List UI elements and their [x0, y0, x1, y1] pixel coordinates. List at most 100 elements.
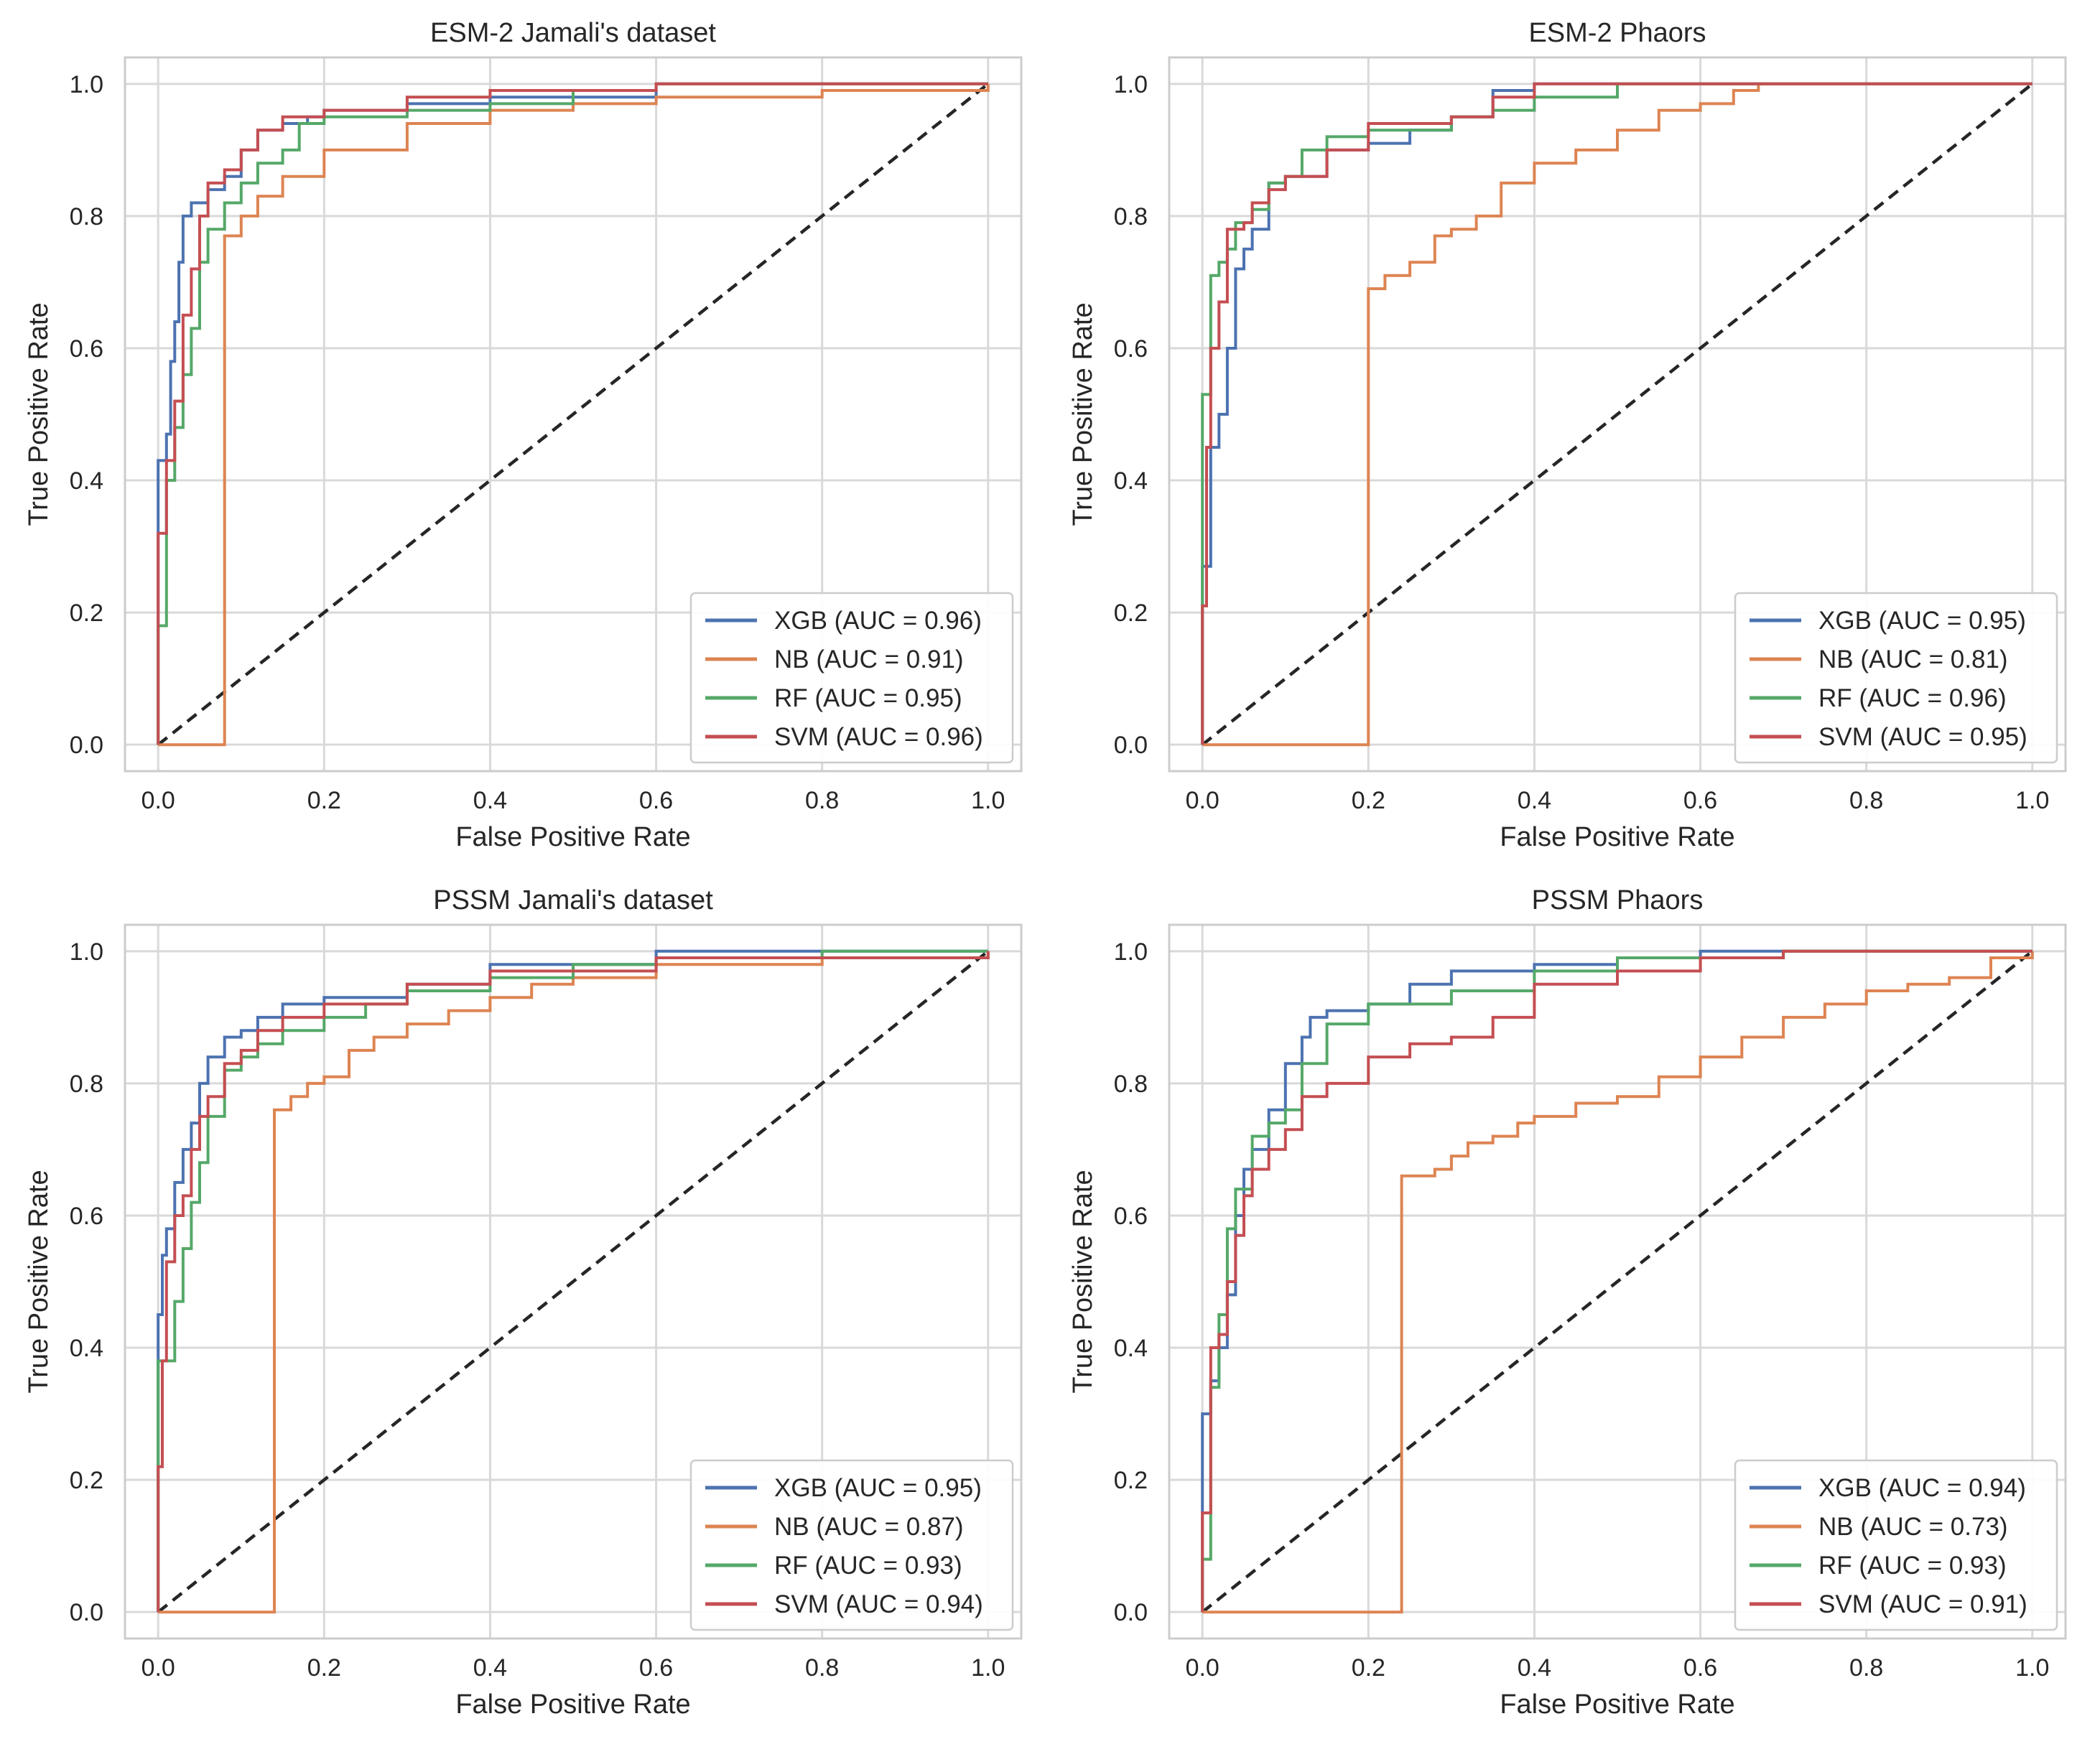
legend-entry: SVM (AUC = 0.96) — [774, 723, 983, 751]
x-tick-label: 1.0 — [971, 1654, 1005, 1682]
x-tick-label: 1.0 — [2015, 787, 2049, 814]
roc-curve-svm — [157, 82, 988, 745]
y-tick-label: 0.8 — [70, 203, 103, 230]
x-tick-label: 0.6 — [1683, 1654, 1717, 1682]
x-tick-label: 0.2 — [307, 787, 341, 814]
y-axis-label: True Positive Rate — [1068, 302, 1098, 526]
legend-box — [689, 592, 1014, 764]
y-tick-label: 0.8 — [70, 1071, 103, 1098]
x-tick-label: 0.8 — [1849, 787, 1883, 814]
y-tick-label: 1.0 — [1114, 71, 1148, 98]
x-tick-label: 0.4 — [1518, 787, 1551, 814]
plot-frame — [1168, 56, 2067, 773]
legend-entry: SVM (AUC = 0.95) — [1818, 723, 2027, 751]
x-axis-label: False Positive Rate — [1500, 822, 1734, 852]
roc-curve-nb — [1202, 951, 2034, 1614]
x-tick-label: 0.2 — [1352, 787, 1385, 814]
x-tick-label: 0.2 — [307, 1654, 341, 1682]
legend-entry: NB (AUC = 0.73) — [1818, 1513, 2008, 1541]
y-tick-label: 0.6 — [70, 335, 103, 363]
x-tick-label: 0.4 — [473, 1654, 507, 1682]
x-tick-label: 0.4 — [1518, 1654, 1551, 1682]
roc-curve-svm — [157, 951, 990, 1613]
y-tick-label: 0.4 — [70, 1335, 103, 1362]
y-axis-label: True Positive Rate — [24, 1170, 54, 1393]
chart-title: ESM-2 Jamali's dataset — [430, 18, 716, 48]
y-tick-label: 0.2 — [70, 1467, 103, 1494]
x-tick-label: 0.0 — [141, 1654, 175, 1682]
chance-diagonal-line — [1201, 950, 2034, 1613]
y-axis-label: True Positive Rate — [1068, 1170, 1098, 1393]
chart-title: PSSM Phaors — [1532, 885, 1704, 915]
y-tick-label: 0.0 — [70, 1599, 103, 1626]
roc-panel-1: 0.0 0.2 0.4 0.6 0.8 1.0 0.0 0.2 0.4 0.6 0.8 1.0 ESM-… — [24, 18, 1023, 852]
legend-entry: XGB (AUC = 0.95) — [774, 1474, 982, 1502]
y-tick-label: 0.6 — [1114, 335, 1148, 363]
x-tick-label: 0.0 — [1186, 1654, 1219, 1682]
roc-curve-rf — [157, 82, 988, 745]
y-tick-label: 0.0 — [1114, 732, 1148, 759]
legend-entry: SVM (AUC = 0.94) — [774, 1590, 983, 1618]
legend-entry: NB (AUC = 0.91) — [774, 645, 964, 673]
legend-box — [1734, 1459, 2058, 1631]
x-tick-label: 1.0 — [2015, 1654, 2049, 1682]
roc-curve-nb — [158, 83, 990, 747]
y-tick-label: 1.0 — [1114, 938, 1148, 966]
plot-frame — [1168, 923, 2067, 1640]
x-tick-label: 0.0 — [141, 787, 175, 814]
chance-diagonal-line — [157, 83, 990, 746]
x-tick-label: 0.4 — [473, 787, 507, 814]
x-tick-label: 0.6 — [639, 787, 673, 814]
legend-box — [1734, 592, 2058, 764]
roc-curve-nb — [1202, 82, 2032, 747]
roc-curve-nb — [158, 951, 990, 1614]
y-tick-label: 0.2 — [70, 600, 103, 627]
y-tick-label: 0.4 — [1114, 1335, 1148, 1362]
x-tick-label: 0.2 — [1352, 1654, 1385, 1682]
plot-frame — [124, 923, 1023, 1640]
y-tick-label: 0.8 — [1114, 203, 1148, 230]
x-tick-label: 0.8 — [1849, 1654, 1883, 1682]
legend-entry: NB (AUC = 0.87) — [774, 1513, 964, 1541]
y-axis-label: True Positive Rate — [24, 302, 54, 526]
x-axis-label: False Positive Rate — [455, 1689, 690, 1720]
x-tick-label: 0.6 — [1683, 787, 1717, 814]
legend-entry: RF (AUC = 0.93) — [1818, 1552, 2007, 1580]
legend-box — [689, 1459, 1014, 1631]
y-tick-label: 0.2 — [1114, 600, 1148, 627]
chart-title: PSSM Jamali's dataset — [433, 885, 713, 915]
chance-diagonal-line — [1201, 83, 2034, 746]
y-tick-label: 1.0 — [70, 71, 103, 98]
y-tick-label: 1.0 — [70, 938, 103, 966]
legend-entry: XGB (AUC = 0.96) — [774, 607, 982, 635]
legend-entry: NB (AUC = 0.81) — [1818, 645, 2008, 673]
roc-curve-svm — [1201, 949, 2032, 1613]
y-tick-label: 0.4 — [1114, 467, 1148, 495]
roc-panel-4: 0.0 0.2 0.4 0.6 0.8 1.0 0.0 0.2 0.4 0.6 0.8 1.0 PSSM… — [1068, 885, 2067, 1720]
roc-panel-2: 0.0 0.2 0.4 0.6 0.8 1.0 0.0 0.2 0.4 0.6 0.8 1.0 ESM-… — [1068, 18, 2067, 852]
legend-entry: RF (AUC = 0.95) — [774, 684, 962, 712]
roc-curve-xgb — [157, 82, 988, 745]
chart-title: ESM-2 Phaors — [1528, 18, 1706, 48]
x-tick-label: 0.0 — [1186, 787, 1219, 814]
legend-entry: XGB (AUC = 0.95) — [1818, 607, 2026, 635]
y-tick-label: 0.2 — [1114, 1467, 1148, 1494]
plot-frame — [124, 56, 1023, 773]
y-tick-label: 0.6 — [1114, 1203, 1148, 1230]
legend-entry: SVM (AUC = 0.91) — [1818, 1590, 2027, 1618]
roc-panel-3: 0.0 0.2 0.4 0.6 0.8 1.0 0.0 0.2 0.4 0.6 0.8 1.0 PSSM… — [24, 885, 1023, 1720]
roc-curve-svm — [1201, 82, 2032, 745]
y-tick-label: 0.0 — [1114, 1599, 1148, 1626]
x-tick-label: 0.8 — [805, 787, 839, 814]
y-tick-label: 0.0 — [70, 732, 103, 759]
legend-entry: RF (AUC = 0.93) — [774, 1552, 962, 1580]
legend-entry: XGB (AUC = 0.94) — [1818, 1474, 2026, 1502]
y-tick-label: 0.4 — [70, 467, 103, 495]
y-tick-label: 0.8 — [1114, 1071, 1148, 1098]
x-tick-label: 1.0 — [971, 787, 1005, 814]
y-tick-label: 0.6 — [70, 1203, 103, 1230]
chance-diagonal-line — [157, 950, 990, 1613]
x-tick-label: 0.6 — [639, 1654, 673, 1682]
x-axis-label: False Positive Rate — [1500, 1689, 1734, 1720]
